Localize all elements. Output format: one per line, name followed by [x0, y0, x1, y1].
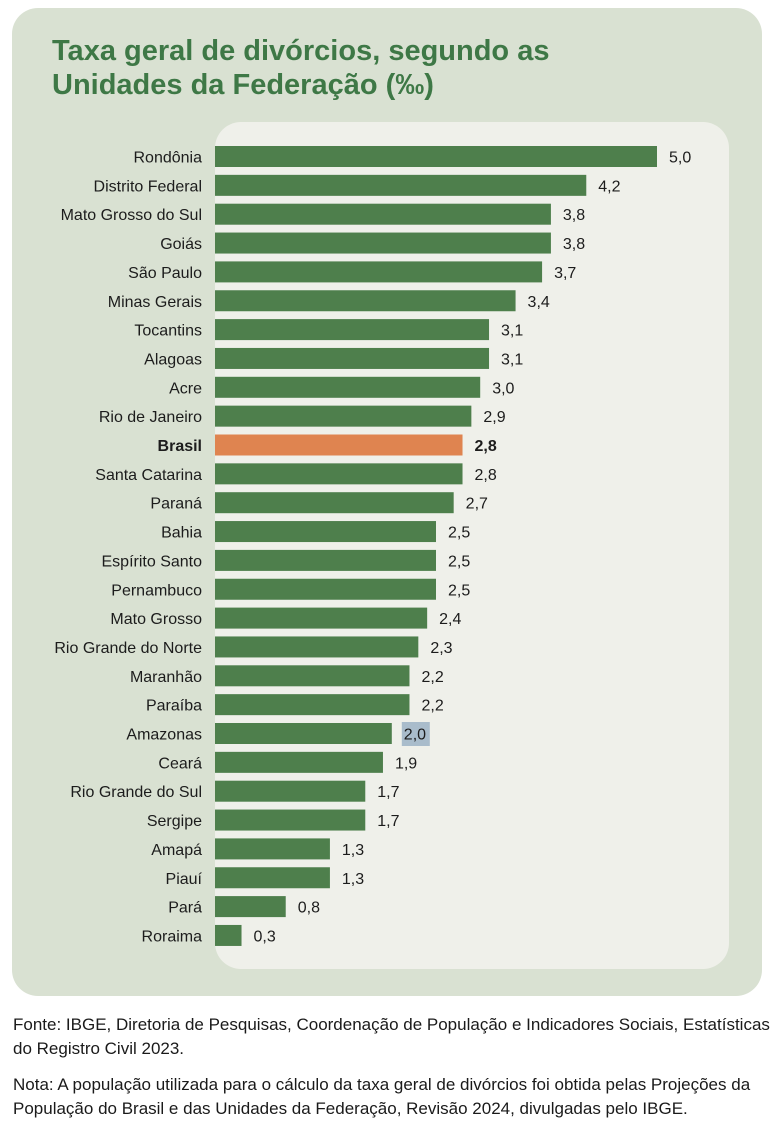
- category-label: Mato Grosso: [110, 611, 202, 628]
- category-label: Paraná: [150, 496, 202, 513]
- bar-santa-catarina: [215, 463, 463, 485]
- category-label: São Paulo: [128, 265, 202, 282]
- bar-piauí: [215, 867, 330, 889]
- bar-minas-gerais: [215, 290, 516, 312]
- value-label: 3,1: [501, 323, 523, 340]
- category-label: Alagoas: [144, 351, 202, 368]
- value-label: 3,8: [563, 207, 585, 224]
- category-label: Roraima: [142, 928, 203, 945]
- value-label: 1,9: [395, 755, 417, 772]
- bar-amazonas: [215, 723, 392, 744]
- bar-pará: [215, 896, 286, 918]
- category-label: Brasil: [158, 438, 202, 455]
- value-label: 2,8: [475, 438, 497, 455]
- value-label: 3,4: [528, 294, 550, 311]
- category-label: Amazonas: [126, 727, 202, 744]
- bar-ceará: [215, 751, 383, 773]
- bar-distrito-federal: [215, 174, 587, 196]
- bar-goiás: [215, 232, 551, 254]
- value-label: 4,2: [598, 178, 620, 195]
- bar-rio-grande-do-norte: [215, 636, 419, 658]
- category-label: Acre: [169, 380, 202, 397]
- value-label: 2,9: [483, 409, 505, 426]
- category-label: Maranhão: [130, 669, 202, 686]
- bar-paraíba: [215, 694, 410, 716]
- value-label: 2,7: [466, 496, 488, 513]
- bar-rondônia: [215, 146, 657, 167]
- category-label: Rondônia: [134, 150, 203, 167]
- bar-pernambuco: [215, 578, 436, 600]
- category-label: Pernambuco: [111, 582, 202, 599]
- value-label: 3,0: [492, 380, 514, 397]
- chart-title: Taxa geral de divórcios, segundo as Unid…: [52, 34, 692, 102]
- value-label: 3,7: [554, 265, 576, 282]
- category-label: Paraíba: [146, 698, 202, 715]
- bar-alagoas: [215, 347, 490, 369]
- category-label: Tocantins: [134, 323, 202, 340]
- bar-são-paulo: [215, 261, 543, 283]
- value-label: 2,5: [448, 582, 470, 599]
- category-label: Espírito Santo: [102, 553, 203, 570]
- bar-espírito-santo: [215, 549, 436, 571]
- category-label: Pará: [168, 900, 202, 917]
- value-label: 2,2: [421, 698, 443, 715]
- value-label: 2,4: [439, 611, 461, 628]
- value-label-highlight: [401, 722, 430, 746]
- category-label: Rio Grande do Sul: [70, 784, 202, 801]
- bar-chart: Rondônia 5,0 Distrito Federal 4,2 Mato Gross…: [54, 146, 691, 946]
- value-label: 0,3: [254, 928, 276, 945]
- value-label: 1,7: [377, 813, 399, 830]
- bar-brasil: [215, 434, 463, 456]
- category-label: Sergipe: [147, 813, 202, 830]
- bar-rio-grande-do-sul: [215, 780, 366, 802]
- category-label: Ceará: [158, 755, 202, 772]
- value-label: 1,3: [342, 842, 364, 859]
- value-label: 2,5: [448, 525, 470, 542]
- category-label: Mato Grosso do Sul: [61, 207, 202, 224]
- source-note: Fonte: IBGE, Diretoria de Pesquisas, Coo…: [13, 1015, 770, 1058]
- category-label: Minas Gerais: [108, 294, 202, 311]
- bar-mato-grosso-do-sul: [215, 203, 551, 225]
- bar-amapá: [215, 838, 330, 860]
- value-label: 3,8: [563, 236, 585, 253]
- category-label: Distrito Federal: [94, 178, 202, 195]
- methodology-note: Nota: A população utilizada para o cálcu…: [13, 1075, 751, 1118]
- value-label: 1,3: [342, 871, 364, 888]
- category-label: Piauí: [166, 871, 203, 888]
- value-label: 1,7: [377, 784, 399, 801]
- value-label: 2,3: [430, 640, 452, 657]
- value-label: 3,1: [501, 351, 523, 368]
- bar-mato-grosso: [215, 607, 428, 629]
- bar-acre: [215, 376, 481, 398]
- bar-rio-de-janeiro: [215, 405, 472, 427]
- category-label: Rio de Janeiro: [99, 409, 202, 426]
- value-label: 0,8: [298, 900, 320, 917]
- bar-maranhão: [215, 665, 410, 687]
- value-label: 2,2: [421, 669, 443, 686]
- bar-sergipe: [215, 809, 366, 831]
- category-label: Rio Grande do Norte: [54, 640, 202, 657]
- category-label: Santa Catarina: [95, 467, 202, 484]
- bar-tocantins: [215, 319, 490, 341]
- category-label: Bahia: [161, 525, 202, 542]
- bar-roraima: [215, 924, 242, 946]
- value-label: 5,0: [669, 150, 691, 167]
- chart-title-line-2: Unidades da Federação (‰): [52, 69, 434, 101]
- value-label: 2,5: [448, 553, 470, 570]
- value-label: 2,0: [404, 727, 426, 744]
- category-label: Goiás: [160, 236, 202, 253]
- chart-title-line-1: Taxa geral de divórcios, segundo as: [52, 35, 550, 67]
- bar-paraná: [215, 492, 454, 514]
- value-label: 2,8: [475, 467, 497, 484]
- category-label: Amapá: [151, 842, 202, 859]
- bar-bahia: [215, 521, 436, 543]
